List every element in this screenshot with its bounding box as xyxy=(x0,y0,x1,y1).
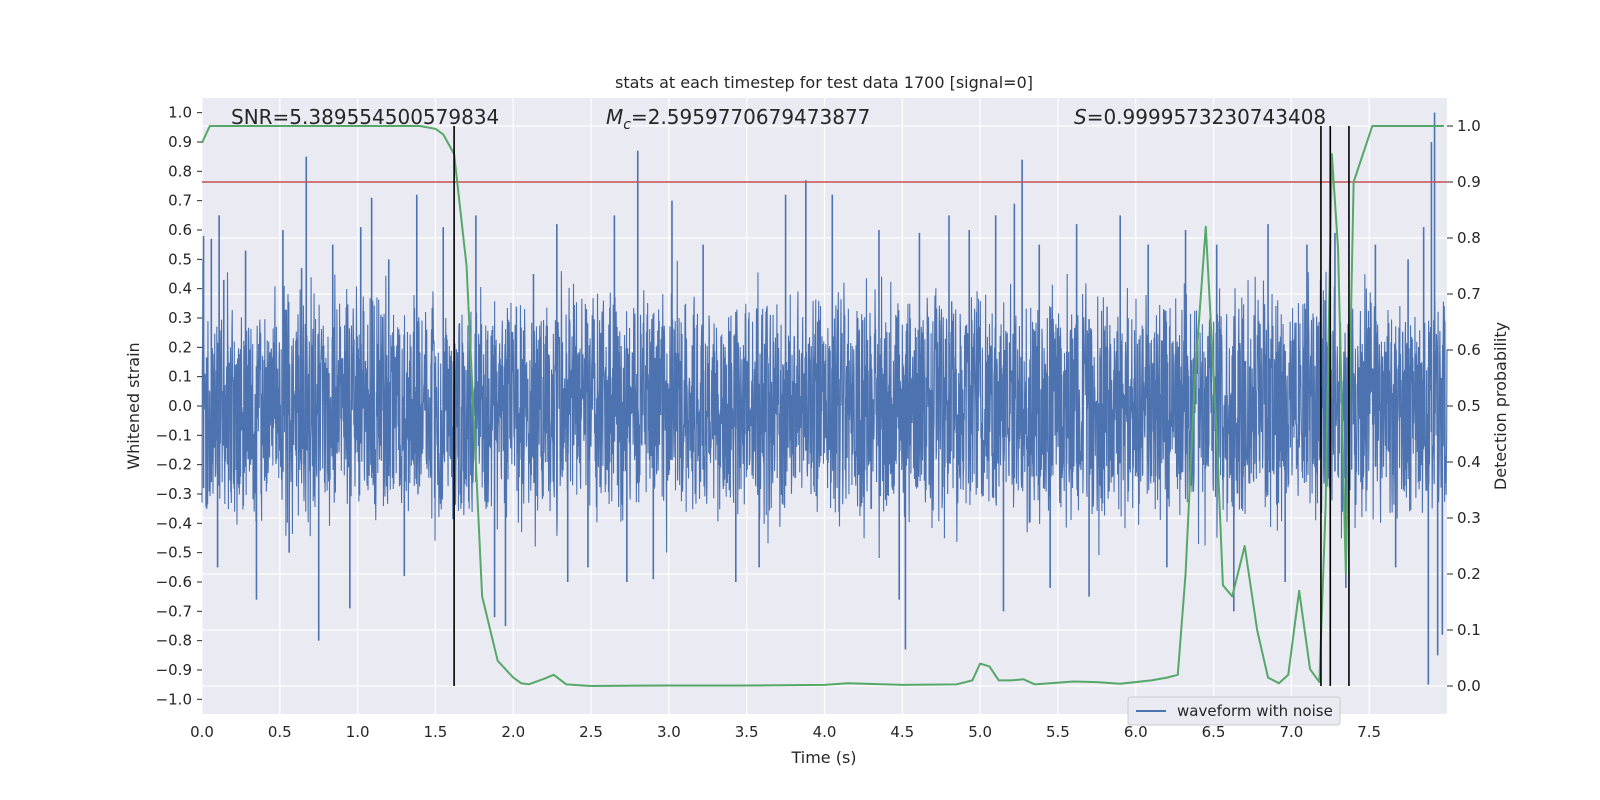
y-axis-right-label: Detection probability xyxy=(1491,322,1510,490)
y-left-tick-label: −0.7 xyxy=(156,602,192,620)
y-axis-left-label: Whitened strain xyxy=(124,342,143,469)
y-left-tick-label: −0.6 xyxy=(156,573,192,591)
y-left-tick-label: −1.0 xyxy=(156,690,192,708)
vertical-lines xyxy=(453,126,1350,686)
detection-probability-line xyxy=(201,125,1444,687)
x-axis-label: Time (s) xyxy=(790,748,856,767)
x-tick-label: 0.5 xyxy=(268,723,292,741)
x-tick-label: 3.0 xyxy=(657,723,681,741)
chirp-mass-annotation: Mc=2.5959770679473877 xyxy=(606,105,870,133)
y-left-tick-label: −0.3 xyxy=(156,485,192,503)
x-tick-label: 5.0 xyxy=(968,723,992,741)
legend-box xyxy=(1127,696,1341,726)
y-left-tick-label: 0.3 xyxy=(168,309,192,327)
x-tick-label: 4.0 xyxy=(813,723,837,741)
y-right-tick-label: 0.3 xyxy=(1457,509,1481,527)
x-tick-label: 2.0 xyxy=(501,723,525,741)
x-tick-label: 7.0 xyxy=(1279,723,1303,741)
waveform-series xyxy=(201,112,1448,685)
legend: waveform with noise xyxy=(1127,696,1341,726)
s-statistic-value: =0.9999573230743408 xyxy=(1087,105,1326,129)
x-tick-label: 0.0 xyxy=(190,723,214,741)
y-left-tick-label: 0.6 xyxy=(168,221,192,239)
y-left-tick-label: 0.5 xyxy=(168,250,192,268)
y-left-tick-label: 0.0 xyxy=(168,397,192,415)
y-left-tick-label: 0.4 xyxy=(168,280,192,298)
chirp-mass-subscript: c xyxy=(623,117,631,133)
x-tick-label: 7.5 xyxy=(1357,723,1381,741)
chirp-mass-value: =2.5959770679473877 xyxy=(631,105,870,129)
y-left-tick-label: −0.4 xyxy=(156,514,192,532)
probability-series xyxy=(201,125,1444,687)
y-left-tick-label: 0.9 xyxy=(168,133,192,151)
x-tick-label: 4.5 xyxy=(890,723,914,741)
y-left-tick-label: 0.2 xyxy=(168,338,192,356)
y-right-tick-label: 0.6 xyxy=(1457,341,1481,359)
waveform-trace xyxy=(201,259,1448,558)
chirp-mass-symbol: M xyxy=(606,105,623,129)
y-right-tick-label: 0.7 xyxy=(1457,285,1481,303)
y-left-tick-label: −0.8 xyxy=(156,632,192,650)
x-tick-label: 1.5 xyxy=(424,723,448,741)
y-left-tick-label: 0.1 xyxy=(168,368,192,386)
x-tick-label: 2.5 xyxy=(579,723,603,741)
y-right-tick-label: 0.9 xyxy=(1457,173,1481,191)
snr-annotation: SNR=5.389554500579834 xyxy=(231,105,499,129)
x-tick-label: 1.0 xyxy=(346,723,370,741)
y-left-tick-label: 1.0 xyxy=(168,104,192,122)
y-right-tick-label: 0.1 xyxy=(1457,621,1481,639)
legend-label: waveform with noise xyxy=(1177,702,1333,720)
tick-labels: 0.0 0.5 1.0 1.5 2.0 2.5 3.0 3.5 4.0 4.5 5.0 5.5 6.0 6… xyxy=(156,104,1481,741)
y-right-tick-label: 0.8 xyxy=(1457,229,1481,247)
y-right-tick-label: 1.0 xyxy=(1457,117,1481,135)
y-left-tick-label: 0.7 xyxy=(168,192,192,210)
y-right-tick-label: 0.5 xyxy=(1457,397,1481,415)
y-right-tick-label: 0.4 xyxy=(1457,453,1481,471)
y-left-tick-label: −0.2 xyxy=(156,456,192,474)
y-left-tick-label: 0.8 xyxy=(168,162,192,180)
x-tick-label: 5.5 xyxy=(1046,723,1070,741)
y-right-tick-label: 0.2 xyxy=(1457,565,1481,583)
y-left-tick-label: −0.1 xyxy=(156,426,192,444)
x-tick-label: 3.5 xyxy=(735,723,759,741)
s-statistic-annotation: S=0.9999573230743408 xyxy=(1074,105,1326,129)
y-left-tick-label: −0.5 xyxy=(156,544,192,562)
chart-title: stats at each timestep for test data 170… xyxy=(615,73,1033,92)
y-left-tick-label: −0.9 xyxy=(156,661,192,679)
y-right-tick-label: 0.0 xyxy=(1457,677,1481,695)
x-tick-label: 6.5 xyxy=(1202,723,1226,741)
s-statistic-symbol: S xyxy=(1074,105,1087,129)
x-tick-label: 6.0 xyxy=(1124,723,1148,741)
